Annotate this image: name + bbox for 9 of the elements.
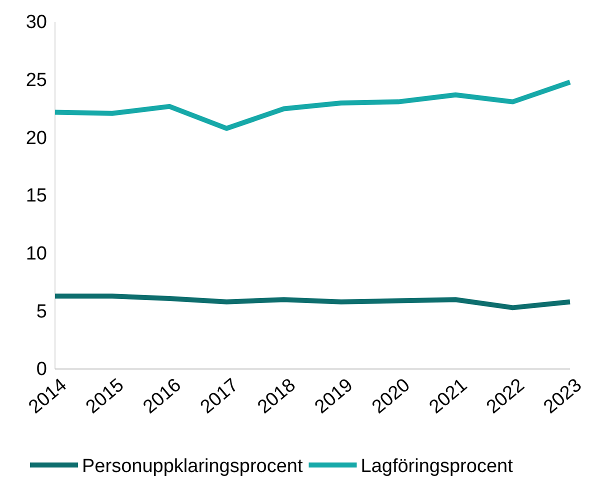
y-tick-label: 30 [26, 12, 47, 34]
y-tick-label: 5 [36, 301, 47, 322]
y-tick-label: 15 [26, 186, 47, 207]
y-tick-label: 20 [26, 128, 47, 149]
y-tick-label: 0 [36, 359, 47, 380]
legend-label: Personuppklaringsprocent [82, 456, 304, 477]
y-tick-label: 10 [26, 243, 47, 264]
y-tick-label: 25 [26, 70, 47, 91]
legend-label: Lagföringsprocent [360, 456, 514, 477]
